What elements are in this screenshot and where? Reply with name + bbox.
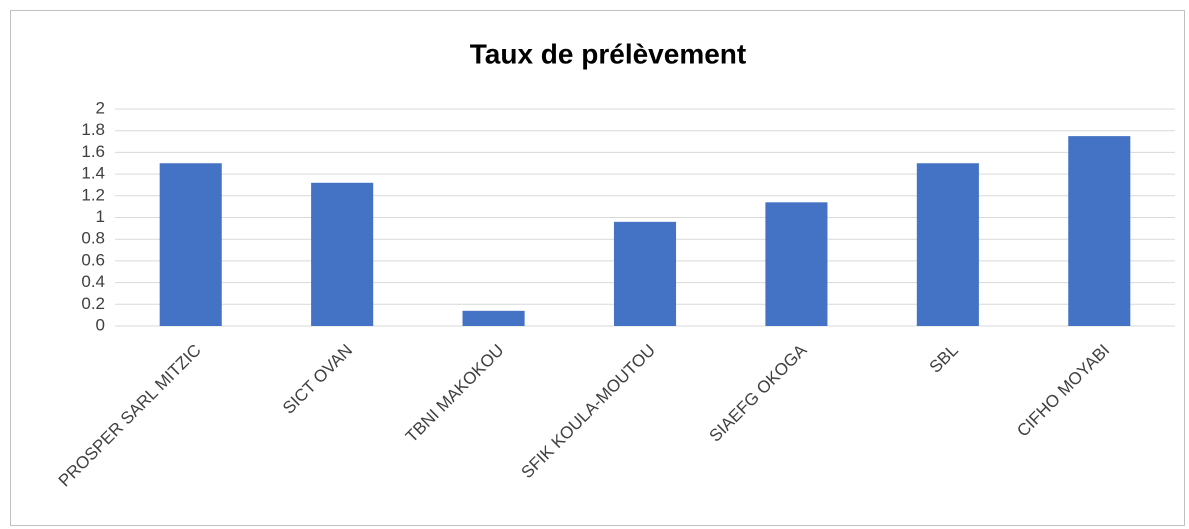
y-tick-label: 1	[96, 207, 105, 226]
bar	[1068, 136, 1131, 326]
y-tick-label: 0.8	[81, 229, 105, 248]
bar	[311, 182, 374, 326]
bar	[159, 163, 222, 326]
y-tick-label: 0	[96, 315, 105, 334]
bar	[462, 310, 525, 326]
y-tick-label: 1.8	[81, 120, 105, 139]
y-tick-label: 0.6	[81, 250, 105, 269]
y-tick-label: 1.4	[81, 164, 105, 183]
chart-title: Taux de prélèvement	[470, 38, 746, 69]
y-tick-label: 0.2	[81, 294, 105, 313]
y-tick-label: 1.6	[81, 142, 105, 161]
bar	[765, 202, 828, 326]
y-tick-label: 0.4	[81, 272, 105, 291]
bar	[613, 221, 677, 326]
y-tick-label: 1.2	[81, 185, 105, 204]
y-tick-label: 2	[96, 98, 105, 117]
bar	[916, 163, 979, 326]
